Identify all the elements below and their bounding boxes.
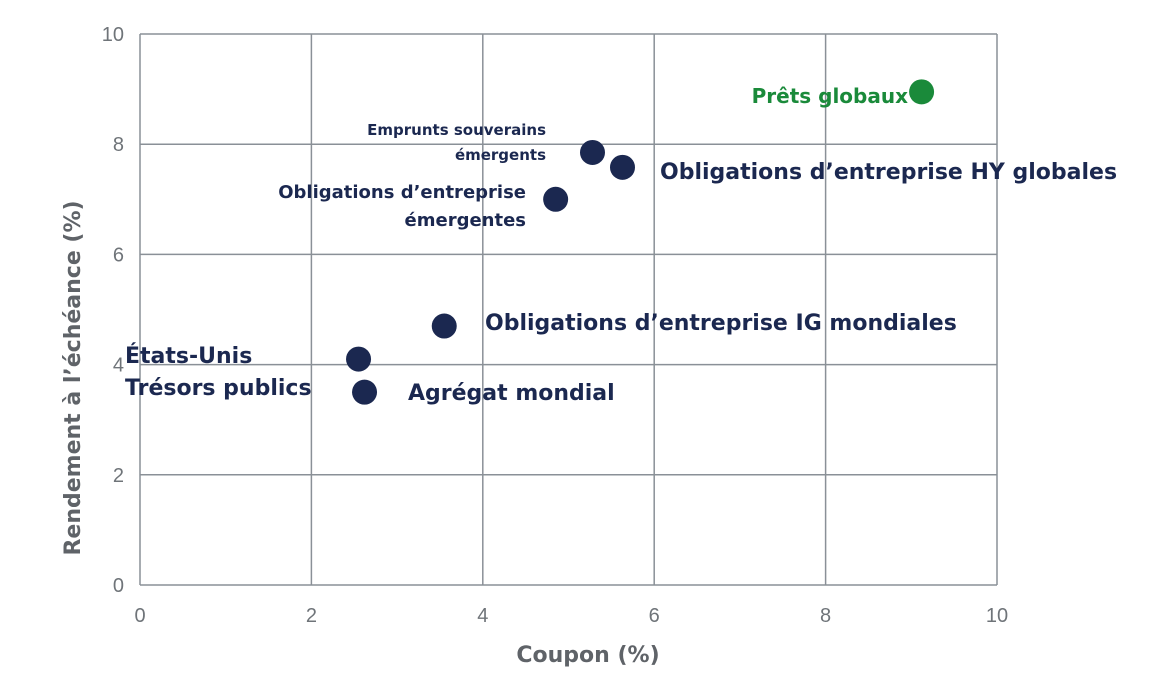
point-label-1-line-0: Agrégat mondial — [408, 381, 615, 406]
x-tick-label-2: 4 — [477, 605, 488, 627]
y-tick-label-1: 2 — [113, 465, 124, 487]
point-labels: États-Unis Trésors publics Agrégat mondial… — [125, 84, 1117, 406]
data-points — [346, 79, 935, 405]
y-axis-ticks: 0 2 4 6 8 10 — [102, 24, 124, 597]
point-label-5-line-0: Obligations d’entreprise HY globales — [660, 160, 1117, 185]
point-label-3-line-0: Obligations d’entreprise — [278, 182, 526, 203]
point-label-0-line-1: Trésors publics — [125, 376, 312, 401]
point-label-6-line-0: Prêts globaux — [752, 84, 908, 108]
point-label-0: États-Unis Trésors publics — [125, 343, 312, 401]
x-tick-label-3: 6 — [649, 605, 660, 627]
data-point-5 — [609, 154, 635, 180]
point-label-3-line-1: émergentes — [405, 210, 526, 231]
data-point-3 — [543, 186, 569, 212]
data-point-2 — [431, 313, 457, 339]
x-axis-title: Coupon (%) — [516, 643, 659, 668]
point-label-4-line-1: émergents — [455, 146, 546, 164]
y-tick-label-0: 0 — [113, 575, 124, 597]
data-point-4 — [579, 139, 605, 165]
point-label-5: Obligations d’entreprise HY globales — [660, 160, 1117, 185]
y-tick-label-3: 6 — [113, 244, 124, 266]
point-label-4: Emprunts souverains émergents — [367, 121, 546, 164]
point-label-6: Prêts globaux — [752, 84, 908, 108]
data-point-1 — [352, 379, 378, 405]
x-tick-label-5: 10 — [986, 605, 1008, 627]
y-tick-label-5: 10 — [102, 24, 124, 46]
x-tick-label-1: 2 — [306, 605, 317, 627]
y-tick-label-2: 4 — [113, 355, 124, 377]
point-label-2-line-0: Obligations d’entreprise IG mondiales — [485, 311, 957, 336]
data-point-0 — [346, 346, 372, 372]
point-label-2: Obligations d’entreprise IG mondiales — [485, 311, 957, 336]
y-tick-label-4: 8 — [113, 134, 124, 156]
x-tick-label-4: 8 — [820, 605, 831, 627]
point-label-1: Agrégat mondial — [408, 381, 615, 406]
y-axis-title: Rendement à l’échéance (%) — [61, 200, 86, 555]
point-label-3: Obligations d’entreprise émergentes — [278, 182, 526, 231]
point-label-4-line-0: Emprunts souverains — [367, 121, 546, 139]
grid-lines — [139, 33, 998, 586]
point-label-0-line-0: États-Unis — [125, 343, 252, 369]
x-tick-label-0: 0 — [134, 605, 145, 627]
x-axis-ticks: 0 2 4 6 8 10 — [134, 605, 1008, 627]
data-point-6 — [909, 79, 935, 105]
